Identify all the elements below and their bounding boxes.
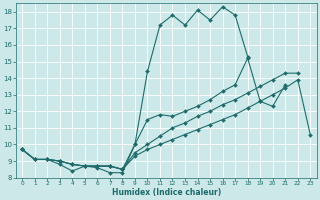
X-axis label: Humidex (Indice chaleur): Humidex (Indice chaleur): [112, 188, 221, 197]
